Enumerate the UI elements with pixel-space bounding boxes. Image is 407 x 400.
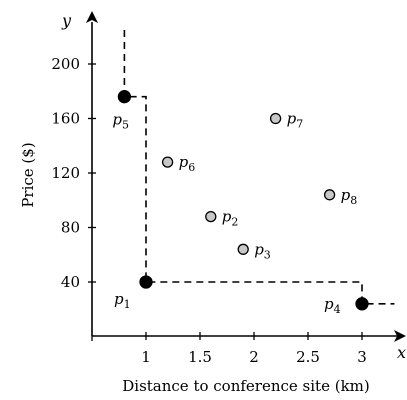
y-axis-variable: y	[61, 11, 72, 30]
x-axis-title: Distance to conference site (km)	[122, 377, 370, 395]
x-tick-label: 3	[357, 348, 367, 366]
point-label-p4: p4	[324, 295, 341, 316]
point-p5	[117, 90, 132, 104]
point-label-p1: p1	[114, 290, 131, 311]
y-tick-label: 40	[61, 273, 80, 291]
point-label-p6: p6	[179, 153, 196, 174]
x-tick-label: 1.5	[188, 348, 212, 366]
y-axis-title: Price ($)	[19, 142, 37, 207]
point-labels: p1 p2 p3 p4 p5 p6 p7 p8	[112, 110, 357, 316]
point-label-p7: p7	[287, 110, 304, 131]
x-axis-arrow	[394, 330, 406, 342]
point-p6	[161, 156, 174, 168]
point-p2	[205, 210, 217, 223]
point-label-p8: p8	[341, 186, 358, 207]
x-ticks: 1 1.5 2 2.5 3	[91, 332, 367, 366]
point-label-p2: p2	[222, 208, 239, 229]
point-label-p5: p5	[112, 111, 129, 132]
point-p8	[323, 189, 336, 201]
y-tick-label: 120	[51, 164, 80, 182]
point-label-p3: p3	[254, 240, 271, 261]
point-p4	[355, 297, 369, 311]
y-tick-label: 80	[61, 219, 80, 237]
data-points	[117, 90, 369, 311]
y-ticks: 40 80 120 160 200	[51, 55, 96, 291]
x-tick-label: 1	[141, 348, 151, 366]
point-p3	[237, 243, 249, 255]
x-tick-label: 2	[249, 348, 259, 366]
point-p1	[139, 275, 153, 289]
y-tick-label: 200	[51, 55, 80, 73]
y-axis-arrow	[86, 11, 98, 23]
y-tick-label: 160	[51, 110, 80, 128]
axes	[86, 11, 406, 342]
x-axis-variable: x	[397, 343, 406, 362]
point-p7	[269, 112, 282, 125]
x-tick-label: 2.5	[296, 348, 320, 366]
